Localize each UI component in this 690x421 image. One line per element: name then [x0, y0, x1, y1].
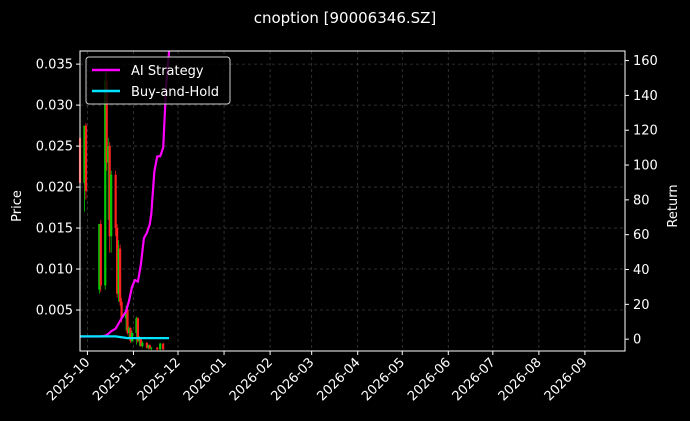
candle-body [156, 347, 159, 350]
y-right-tick-label: 0 [633, 333, 641, 348]
legend-box [85, 56, 231, 105]
candle-body [138, 337, 141, 342]
y-right-tick-label: 140 [633, 89, 658, 104]
candle-body [129, 328, 132, 342]
y-axis-left: 0.005 0.010 0.015 0.020 0.025 0.030 0.035 [36, 58, 80, 319]
candle-body [98, 223, 101, 290]
plot-frame [79, 50, 626, 352]
return-lines [80, 50, 171, 340]
y-right-tick-label: 160 [633, 54, 658, 69]
candle-body [136, 318, 140, 342]
y-right-tick-label: 80 [633, 193, 650, 208]
candle-body [117, 248, 120, 294]
series-line-ai-strategy [80, 50, 171, 338]
candle-body [124, 310, 128, 319]
candle-body [145, 342, 148, 348]
candle-body [110, 174, 113, 237]
candle-body [150, 347, 153, 349]
candle-body [104, 80, 107, 286]
y-left-tick-label: 0.020 [36, 181, 73, 196]
candle-body [148, 345, 151, 349]
candle-body [120, 301, 123, 319]
candle-body [99, 223, 102, 286]
y-axis-right-label: Return [666, 184, 681, 227]
legend-label-buy-and-hold: Buy-and-Hold [131, 85, 219, 100]
legend: AI Strategy Buy-and-Hold [85, 56, 231, 105]
candle-body [114, 174, 117, 229]
candle-body [107, 146, 110, 163]
y-right-tick-label: 40 [633, 263, 650, 278]
chart-title: cnoption [90006346.SZ] [254, 9, 437, 27]
candle-body [147, 345, 150, 348]
y-right-tick-label: 100 [633, 159, 658, 174]
y-left-tick-label: 0.015 [36, 222, 73, 237]
y-right-tick-label: 60 [633, 228, 650, 243]
candle-body [127, 328, 131, 333]
candle-body [126, 310, 129, 333]
y-left-tick-label: 0.005 [36, 304, 73, 319]
candlesticks [78, 68, 165, 351]
series-line-buy-and-hold [80, 335, 170, 340]
y-axis-right: 0 20 40 60 80 100 120 140 160 [625, 54, 658, 348]
candle-body [118, 248, 122, 302]
y-left-tick-label: 0.035 [36, 58, 73, 73]
candle-body [141, 342, 144, 347]
candle-body [84, 125, 88, 192]
y-axis-left-label: Price [10, 190, 25, 222]
y-left-tick-label: 0.030 [36, 99, 73, 114]
candle-body [139, 337, 142, 347]
candle-body [135, 318, 138, 333]
candle-body [108, 146, 111, 237]
candle-body [105, 80, 108, 163]
y-right-tick-label: 120 [633, 124, 658, 139]
candle-body [83, 125, 86, 183]
y-left-tick-label: 0.025 [36, 140, 73, 155]
y-right-tick-label: 20 [633, 298, 650, 313]
candle-body [116, 228, 119, 294]
candle-body [159, 343, 162, 350]
legend-label-ai-strategy: AI Strategy [131, 64, 204, 79]
y-left-tick-label: 0.010 [36, 263, 73, 278]
candle-body [162, 343, 165, 350]
